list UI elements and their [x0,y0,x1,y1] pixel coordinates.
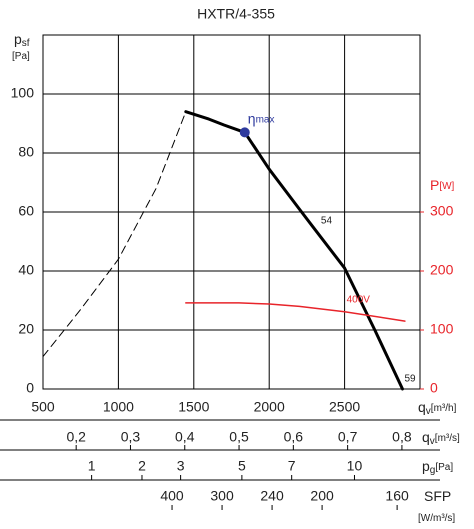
chart-title: HXTR/4-355 [197,6,275,22]
y2-axis-label: P[W] [430,177,455,193]
y-tick-label: 40 [18,262,34,278]
series-line [42,111,187,358]
eta-max-point [239,127,250,138]
eta-max-label: ηmax [248,110,275,126]
scale-tick-label: 240 [260,488,284,504]
scale-tick-label: 0,8 [392,429,412,445]
scale-tick-label: 200 [310,488,334,504]
y-tick-label: 0 [26,380,34,396]
label-part: p [14,31,22,47]
label-part: v [426,406,431,417]
scale-label: pg[Pa] [422,458,453,476]
series-line [184,110,404,391]
scale-label: SFP [424,488,451,504]
scale-unit: [W/m³/s] [418,513,455,524]
label-part: sf [22,38,30,49]
label-part: SFP [424,488,451,504]
scale-tick-label: 1 [88,458,96,474]
scale-tick-label: 0,4 [175,429,195,445]
scale-tick-label: 2 [138,458,146,474]
scale-tick-label: 160 [385,488,409,504]
y-axis-unit: [Pa] [12,51,30,62]
label-part: max [256,114,275,125]
y-tick-label: 60 [18,203,34,219]
label-part: q [418,399,426,415]
label-part: [m³/h] [431,403,457,414]
x-tick-label: 2000 [254,399,285,415]
y2-tick-label: 100 [430,321,454,337]
y-tick-label: 20 [18,321,34,337]
y-axis-label: psf [14,31,30,49]
label-part: v [430,436,435,447]
scale-tick-label: 0,3 [121,429,141,445]
series-label: 54 [321,215,333,226]
series-label: 400V [347,294,371,305]
series-line [185,302,406,322]
y2-tick-label: 200 [430,262,454,278]
label-part: [W] [439,181,454,192]
label-part: [m³/s] [435,433,460,444]
x-tick-label: 500 [31,399,55,415]
x-tick-label: 2500 [329,399,360,415]
scale-tick-label: 7 [288,458,296,474]
scale-tick-label: 5 [238,458,246,474]
label-part: [W/m³/s] [418,513,455,524]
scale-tick-label: 0,6 [284,429,304,445]
scale-tick-label: 0,5 [229,429,249,445]
scale-tick-label: 400 [160,488,184,504]
label-part: [Pa] [12,51,30,62]
scale-tick-label: 0,2 [66,429,86,445]
y2-tick-label: 300 [430,203,454,219]
x-tick-label: 1500 [178,399,209,415]
label-part: g [430,465,436,476]
x-axis-label: qv[m³/h] [418,399,457,417]
scale-tick-label: 10 [347,458,363,474]
x-tick-label: 1000 [103,399,134,415]
label-part: [Pa] [435,462,453,473]
scale-label: qv[m³/s] [422,429,460,447]
label-part: η [248,110,256,126]
scale-tick-label: 3 [177,458,185,474]
scale-tick-label: 300 [210,488,234,504]
scale-tick-label: 0,7 [338,429,358,445]
label-part: p [422,458,430,474]
y-tick-label: 80 [18,144,34,160]
y2-tick-label: 0 [430,380,438,396]
y-tick-label: 100 [11,85,35,101]
series-label: 59 [405,374,417,385]
label-part: P [430,177,439,193]
label-part: q [422,429,430,445]
